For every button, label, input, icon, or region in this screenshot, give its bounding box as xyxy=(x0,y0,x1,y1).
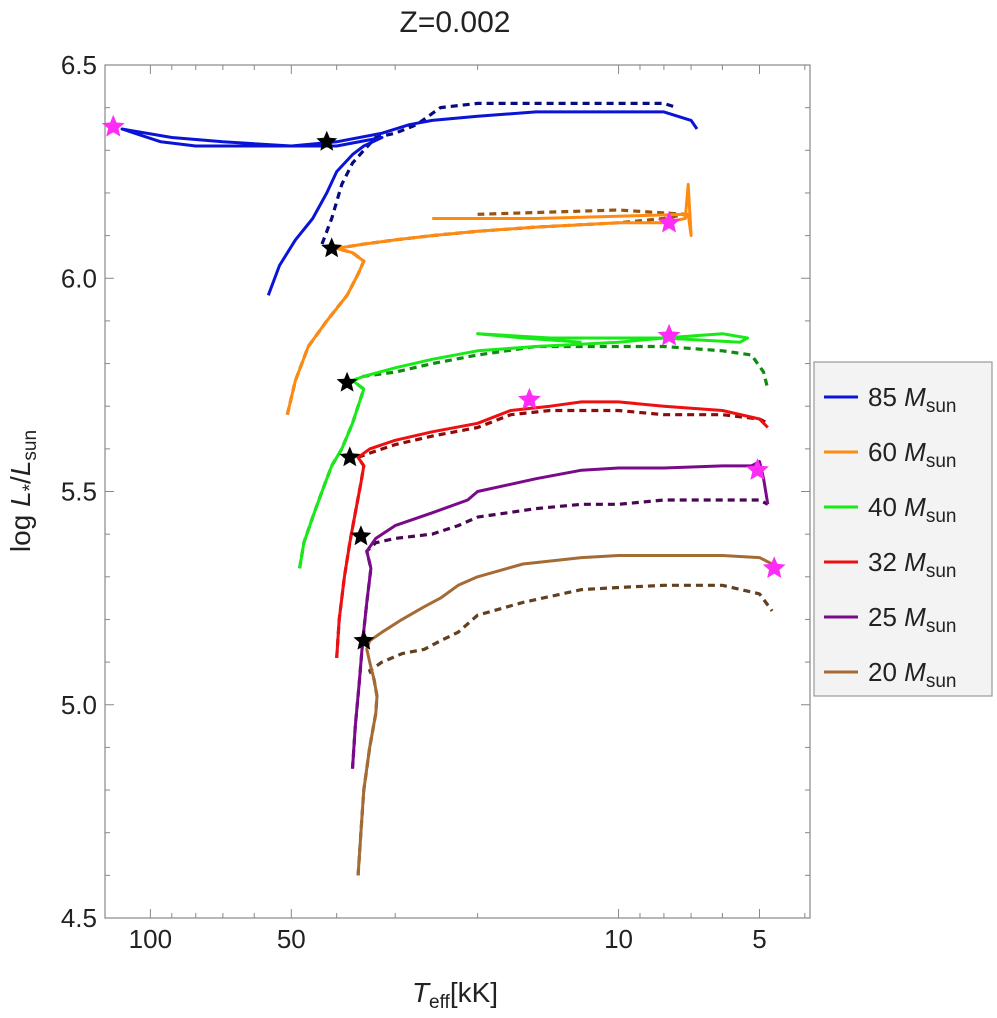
legend-entry-60: 60 Msun xyxy=(824,437,956,472)
x-tick-label: 5 xyxy=(752,924,766,954)
legend-label: 40 Msun xyxy=(868,492,956,527)
y-axis-label: log L*/Lsun xyxy=(5,430,41,552)
y-axis-label-L1: L xyxy=(5,491,36,507)
legend-entry-32: 32 Msun xyxy=(824,547,956,582)
markers-layer xyxy=(101,114,786,650)
legend-box xyxy=(813,361,993,697)
axis-ticks xyxy=(105,64,810,919)
x-axis-label-main: T xyxy=(412,977,431,1008)
y-axis-label-prefix: log xyxy=(5,507,36,552)
y-axis-label-sun: sun xyxy=(20,430,41,461)
legend-label: 20 Msun xyxy=(868,657,956,692)
x-axis-label-unit: [kK] xyxy=(450,977,498,1008)
chart-title: Z=0.002 xyxy=(400,6,511,39)
y-tick-label: 5.5 xyxy=(61,477,97,507)
zams-star-marker-20 xyxy=(353,629,375,650)
series-dashed-25 xyxy=(350,498,769,769)
y-tick-label: 5.0 xyxy=(61,690,97,720)
end-star-marker-25 xyxy=(746,458,769,480)
end-star-marker-60 xyxy=(657,210,681,233)
x-axis-label-sub: eff xyxy=(429,992,451,1013)
series-dashed-20 xyxy=(356,583,774,876)
legend-entry-20: 20 Msun xyxy=(824,657,956,692)
legend-entry-85: 85 Msun xyxy=(824,382,956,417)
series-solid-32 xyxy=(335,400,769,658)
x-tick-label: 50 xyxy=(277,924,306,954)
end-star-marker-32 xyxy=(518,387,541,410)
x-axis-label: Teff[kK] xyxy=(412,977,498,1013)
end-star-marker-85 xyxy=(101,114,125,137)
legend-entry-40: 40 Msun xyxy=(824,492,956,527)
y-tick-label: 6.0 xyxy=(61,263,97,293)
legend-label: 85 Msun xyxy=(868,382,956,417)
legend-label: 60 Msun xyxy=(868,437,956,472)
series-solid-25 xyxy=(351,460,770,769)
legend-items: 85 Msun 60 Msun 40 Msun 32 Msun 25 Msun 20 Ms… xyxy=(824,382,956,692)
series-dashed-85 xyxy=(320,101,678,245)
series-solid-85 xyxy=(120,110,699,296)
y-axis-label-L2: L xyxy=(5,461,36,477)
y-tick-label: 4.5 xyxy=(61,903,97,933)
legend-label: 25 Msun xyxy=(868,602,956,637)
legend-entry-25: 25 Msun xyxy=(824,602,956,637)
legend: 85 Msun 60 Msun 40 Msun 32 Msun 25 Msun 20 Ms… xyxy=(813,361,993,697)
series-solid-20 xyxy=(356,554,773,876)
end-star-marker-40 xyxy=(657,323,681,346)
zams-star-marker-40 xyxy=(336,371,358,392)
zams-star-marker-85 xyxy=(316,130,338,151)
legend-label: 32 Msun xyxy=(868,547,956,582)
plot-frame xyxy=(104,64,811,919)
tick-labels: 4.5 5.0 5.5 6.0 6.5 100 50 10 5 xyxy=(61,50,767,954)
y-axis-label-star: * xyxy=(20,483,41,491)
x-tick-label: 100 xyxy=(129,924,172,954)
x-tick-label: 10 xyxy=(604,924,633,954)
zams-star-marker-25 xyxy=(350,525,372,546)
y-tick-label: 6.5 xyxy=(61,50,97,80)
zams-star-marker-32 xyxy=(339,446,361,467)
end-star-marker-20 xyxy=(762,556,786,578)
zams-star-marker-60 xyxy=(321,237,343,258)
series-solid-60 xyxy=(285,182,693,416)
